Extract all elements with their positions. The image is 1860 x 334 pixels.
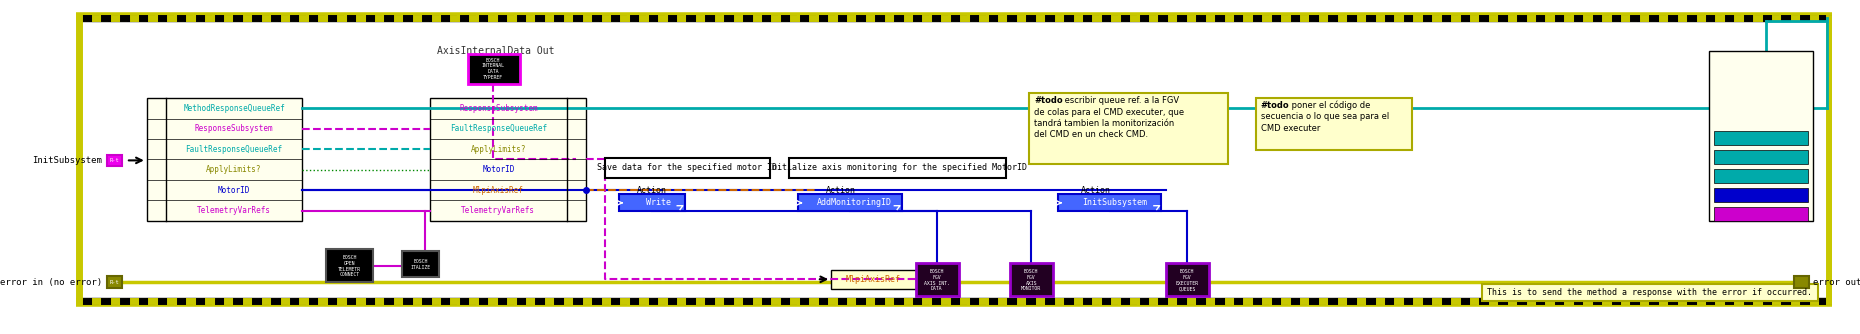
Text: MotorID: MotorID (482, 165, 515, 174)
Text: InitSubsystem: InitSubsystem (32, 156, 102, 165)
FancyBboxPatch shape (915, 263, 958, 296)
FancyBboxPatch shape (619, 194, 684, 211)
FancyBboxPatch shape (326, 249, 374, 282)
Text: ApplyLimits?: ApplyLimits? (206, 165, 262, 174)
Text: InitSubsystem: InitSubsystem (1083, 198, 1148, 207)
FancyBboxPatch shape (1029, 94, 1228, 164)
FancyBboxPatch shape (604, 158, 770, 178)
Text: ApplyLimits?: ApplyLimits? (471, 145, 526, 154)
FancyBboxPatch shape (1482, 284, 1817, 301)
FancyBboxPatch shape (831, 270, 915, 289)
Text: MethodResponseQueueRef: MethodResponseQueueRef (182, 104, 285, 113)
Text: BOSCH
FGV
AXIS
MONITOR: BOSCH FGV AXIS MONITOR (1021, 269, 1042, 292)
FancyBboxPatch shape (1713, 188, 1808, 202)
Text: AddMonitoringID: AddMonitoringID (817, 198, 893, 207)
Text: This is to send the method a response with the error if occurred.: This is to send the method a response wi… (1488, 288, 1812, 297)
Text: MlpiAxisRef: MlpiAxisRef (846, 275, 900, 284)
Text: error in (no error): error in (no error) (0, 278, 102, 287)
Text: Write: Write (645, 198, 671, 207)
Text: AxisInternalData Out: AxisInternalData Out (437, 46, 554, 56)
Text: #todo: #todo (1261, 101, 1289, 110)
Text: TelemetryVarRefs: TelemetryVarRefs (197, 206, 272, 215)
Text: BOSCH
INTERNAL
DATA
TYPEREF: BOSCH INTERNAL DATA TYPEREF (482, 58, 504, 80)
Text: FaultResponseQueueRef: FaultResponseQueueRef (450, 124, 547, 133)
Text: MotorID: MotorID (218, 186, 251, 195)
FancyBboxPatch shape (789, 158, 1006, 178)
FancyBboxPatch shape (1709, 51, 1814, 221)
Text: Action: Action (1081, 186, 1110, 195)
FancyBboxPatch shape (798, 194, 902, 211)
Text: Action: Action (636, 186, 666, 195)
Text: R·t: R·t (110, 280, 119, 285)
FancyBboxPatch shape (1010, 263, 1053, 296)
FancyBboxPatch shape (467, 54, 519, 84)
Text: error out: error out (1814, 278, 1860, 287)
FancyBboxPatch shape (147, 98, 303, 221)
FancyBboxPatch shape (1713, 150, 1808, 164)
Text: #todo: #todo (1034, 97, 1062, 106)
Text: CMD executer: CMD executer (1261, 124, 1321, 133)
Text: secuencia o lo que sea para el: secuencia o lo que sea para el (1261, 113, 1389, 122)
Text: BOSCH
ITALIZE: BOSCH ITALIZE (411, 259, 430, 270)
FancyBboxPatch shape (1793, 277, 1810, 288)
Text: ResponseSubsystem: ResponseSubsystem (195, 124, 273, 133)
FancyBboxPatch shape (430, 98, 586, 221)
Text: BOSCH
FGV
AXIS INT.
DATA: BOSCH FGV AXIS INT. DATA (924, 269, 950, 292)
FancyBboxPatch shape (1166, 263, 1209, 296)
Text: Save data for the specified motor ID: Save data for the specified motor ID (597, 163, 777, 172)
FancyBboxPatch shape (1713, 169, 1808, 183)
Text: ResponseSubsystem: ResponseSubsystem (459, 104, 538, 113)
Text: BOSCH
FGV
EXECUTER
QUEUES: BOSCH FGV EXECUTER QUEUES (1176, 269, 1198, 292)
Text: poner el código de: poner el código de (1289, 101, 1371, 111)
Text: FaultResponseQueueRef: FaultResponseQueueRef (186, 145, 283, 154)
Text: R·t: R·t (110, 158, 119, 163)
Text: BOSCH
OPEN
TELEMETR
CONNECT: BOSCH OPEN TELEMETR CONNECT (339, 255, 361, 277)
Text: del CMD en un check CMD.: del CMD en un check CMD. (1034, 130, 1148, 139)
Text: Initialize axis monitoring for the specified MotorID: Initialize axis monitoring for the speci… (766, 163, 1027, 172)
Text: Action: Action (826, 186, 856, 195)
FancyBboxPatch shape (1713, 207, 1808, 221)
FancyBboxPatch shape (402, 251, 439, 278)
FancyBboxPatch shape (1058, 194, 1161, 211)
FancyBboxPatch shape (1713, 131, 1808, 145)
Text: escribir queue ref. a la FGV: escribir queue ref. a la FGV (1062, 97, 1179, 106)
FancyBboxPatch shape (108, 277, 123, 288)
FancyBboxPatch shape (108, 155, 123, 166)
Text: de colas para el CMD executer, que: de colas para el CMD executer, que (1034, 108, 1185, 117)
Text: tandrá tambien la monitorización: tandrá tambien la monitorización (1034, 119, 1174, 128)
Text: MlpiAxisRef: MlpiAxisRef (472, 186, 525, 195)
Text: TelemetryVarRefs: TelemetryVarRefs (461, 206, 536, 215)
FancyBboxPatch shape (1256, 98, 1412, 150)
